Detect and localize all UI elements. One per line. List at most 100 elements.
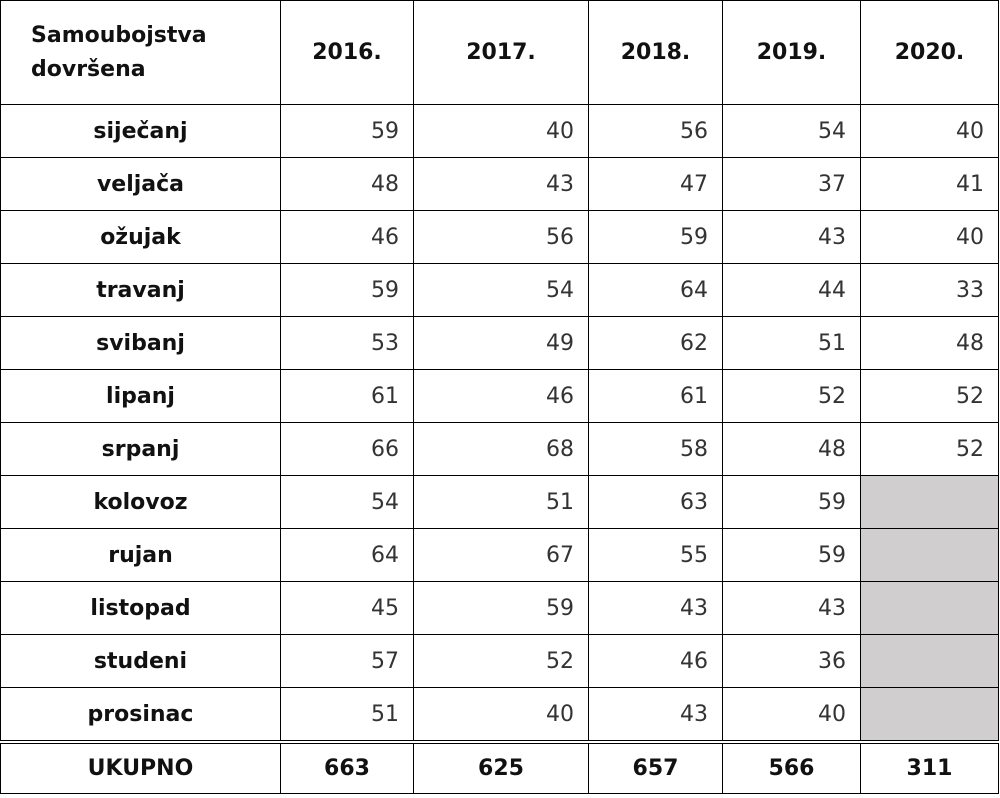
value-cell: 59 xyxy=(413,581,589,635)
value-cell: 59 xyxy=(722,475,861,529)
year-header: 2017. xyxy=(413,0,589,105)
value-cell: 55 xyxy=(588,528,723,582)
month-label: studeni xyxy=(0,634,281,688)
month-label: ožujak xyxy=(0,210,281,264)
month-label: veljača xyxy=(0,157,281,211)
value-cell: 66 xyxy=(280,422,414,476)
value-cell: 40 xyxy=(722,687,861,743)
month-label: srpanj xyxy=(0,422,281,476)
month-row: srpanj 66 68 58 48 52 xyxy=(0,422,999,476)
empty-cell xyxy=(860,687,999,743)
value-cell: 64 xyxy=(280,528,414,582)
value-cell: 33 xyxy=(860,263,999,317)
month-row: travanj 59 54 64 44 33 xyxy=(0,263,999,317)
value-cell: 36 xyxy=(722,634,861,688)
value-cell: 40 xyxy=(860,104,999,158)
empty-cell xyxy=(860,475,999,529)
value-cell: 41 xyxy=(860,157,999,211)
value-cell: 56 xyxy=(588,104,723,158)
empty-cell xyxy=(860,528,999,582)
value-cell: 59 xyxy=(280,104,414,158)
value-cell: 49 xyxy=(413,316,589,370)
value-cell: 59 xyxy=(722,528,861,582)
value-cell: 52 xyxy=(860,422,999,476)
value-cell: 43 xyxy=(588,581,723,635)
value-cell: 44 xyxy=(722,263,861,317)
value-cell: 58 xyxy=(588,422,723,476)
value-cell: 43 xyxy=(588,687,723,743)
month-row: veljača 48 43 47 37 41 xyxy=(0,157,999,211)
year-header: 2020. xyxy=(860,0,999,105)
value-cell: 53 xyxy=(280,316,414,370)
value-cell: 59 xyxy=(588,210,723,264)
value-cell: 57 xyxy=(280,634,414,688)
total-value: 311 xyxy=(860,740,999,794)
month-row: kolovoz 54 51 63 59 xyxy=(0,475,999,529)
value-cell: 43 xyxy=(722,210,861,264)
value-cell: 43 xyxy=(413,157,589,211)
corner-cell: Samoubojstva dovršena xyxy=(0,0,281,105)
value-cell: 51 xyxy=(280,687,414,743)
total-row: UKUPNO 663 625 657 566 311 xyxy=(0,740,999,794)
month-row: ožujak 46 56 59 43 40 xyxy=(0,210,999,264)
value-cell: 56 xyxy=(413,210,589,264)
value-cell: 64 xyxy=(588,263,723,317)
value-cell: 54 xyxy=(722,104,861,158)
month-label: kolovoz xyxy=(0,475,281,529)
value-cell: 54 xyxy=(280,475,414,529)
total-value: 566 xyxy=(722,740,861,794)
value-cell: 63 xyxy=(588,475,723,529)
value-cell: 68 xyxy=(413,422,589,476)
year-header: 2019. xyxy=(722,0,861,105)
value-cell: 40 xyxy=(860,210,999,264)
month-label: svibanj xyxy=(0,316,281,370)
month-row: prosinac 51 40 43 40 xyxy=(0,687,999,743)
value-cell: 45 xyxy=(280,581,414,635)
month-row: siječanj 59 40 56 54 40 xyxy=(0,104,999,158)
month-row: svibanj 53 49 62 51 48 xyxy=(0,316,999,370)
month-row: lipanj 61 46 61 52 52 xyxy=(0,369,999,423)
value-cell: 46 xyxy=(280,210,414,264)
value-cell: 59 xyxy=(280,263,414,317)
month-row: listopad 45 59 43 43 xyxy=(0,581,999,635)
value-cell: 61 xyxy=(588,369,723,423)
value-cell: 54 xyxy=(413,263,589,317)
empty-cell xyxy=(860,634,999,688)
value-cell: 67 xyxy=(413,528,589,582)
value-cell: 48 xyxy=(280,157,414,211)
value-cell: 47 xyxy=(588,157,723,211)
value-cell: 61 xyxy=(280,369,414,423)
value-cell: 52 xyxy=(413,634,589,688)
month-row: rujan 64 67 55 59 xyxy=(0,528,999,582)
empty-cell xyxy=(860,581,999,635)
value-cell: 48 xyxy=(860,316,999,370)
month-label: siječanj xyxy=(0,104,281,158)
value-cell: 43 xyxy=(722,581,861,635)
month-label: travanj xyxy=(0,263,281,317)
value-cell: 40 xyxy=(413,687,589,743)
value-cell: 51 xyxy=(413,475,589,529)
value-cell: 48 xyxy=(722,422,861,476)
month-label: lipanj xyxy=(0,369,281,423)
year-header: 2016. xyxy=(280,0,414,105)
header-row: Samoubojstva dovršena 2016. 2017. 2018. 2019… xyxy=(0,0,999,105)
value-cell: 37 xyxy=(722,157,861,211)
month-label: prosinac xyxy=(0,687,281,743)
value-cell: 46 xyxy=(413,369,589,423)
month-label: listopad xyxy=(0,581,281,635)
value-cell: 46 xyxy=(588,634,723,688)
year-header: 2018. xyxy=(588,0,723,105)
total-value: 625 xyxy=(413,740,589,794)
value-cell: 52 xyxy=(860,369,999,423)
total-label: UKUPNO xyxy=(0,740,281,794)
value-cell: 52 xyxy=(722,369,861,423)
month-label: rujan xyxy=(0,528,281,582)
value-cell: 62 xyxy=(588,316,723,370)
value-cell: 40 xyxy=(413,104,589,158)
total-value: 657 xyxy=(588,740,723,794)
value-cell: 51 xyxy=(722,316,861,370)
total-value: 663 xyxy=(280,740,414,794)
